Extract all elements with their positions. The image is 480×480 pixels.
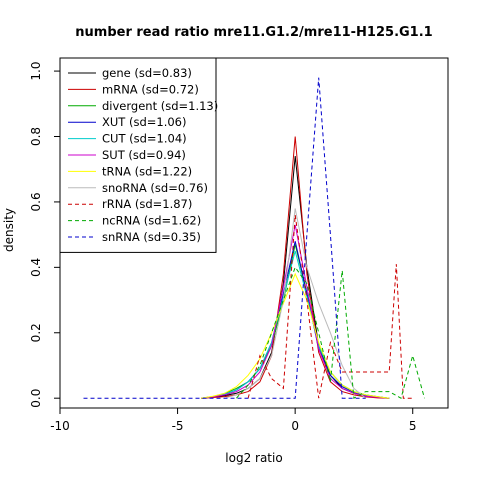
plot-frame — [59, 57, 449, 409]
legend-label-3: XUT (sd=1.06) — [102, 115, 186, 129]
legend-label-2: divergent (sd=1.13) — [102, 99, 218, 113]
y-axis-label: density — [2, 208, 16, 252]
x-tick-label: -10 — [50, 419, 70, 433]
x-axis-label: log2 ratio — [225, 451, 282, 465]
legend-label-9: ncRNA (sd=1.62) — [102, 214, 201, 228]
chart-title: number read ratio mre11.G1.2/mre11-H125.… — [75, 25, 432, 40]
y-tick-label: 0.8 — [29, 127, 43, 146]
series-line-1 — [201, 136, 390, 399]
series-line-9 — [236, 266, 425, 400]
legend-label-8: rRNA (sd=1.87) — [102, 197, 192, 211]
series-line-5 — [201, 224, 390, 399]
series-line-6 — [201, 272, 390, 399]
legend-label-5: SUT (sd=0.94) — [102, 148, 186, 162]
y-tick-label: 0.6 — [29, 192, 43, 211]
legend: gene (sd=0.83) mRNA (sd=0.72) divergent (s… — [59, 57, 218, 253]
series-layer — [83, 77, 425, 400]
legend-label-10: snRNA (sd=0.35) — [102, 230, 201, 244]
x-tick-label: 5 — [409, 419, 417, 433]
legend-label-1: mRNA (sd=0.72) — [102, 82, 199, 96]
x-tick-label: -5 — [172, 419, 184, 433]
legend-label-0: gene (sd=0.83) — [102, 66, 192, 80]
y-tick-label: 0.0 — [29, 389, 43, 408]
series-line-8 — [247, 214, 413, 399]
x-tick-label: 0 — [291, 419, 299, 433]
series-line-7 — [224, 208, 367, 399]
y-tick-label: 1.0 — [29, 62, 43, 81]
legend-label-7: snoRNA (sd=0.76) — [102, 181, 208, 195]
legend-label-6: tRNA (sd=1.22) — [102, 164, 192, 178]
y-tick-label: 0.4 — [29, 258, 43, 277]
legend-label-4: CUT (sd=1.04) — [102, 132, 187, 146]
y-tick-label: 0.2 — [29, 323, 43, 342]
series-line-10 — [83, 77, 366, 399]
